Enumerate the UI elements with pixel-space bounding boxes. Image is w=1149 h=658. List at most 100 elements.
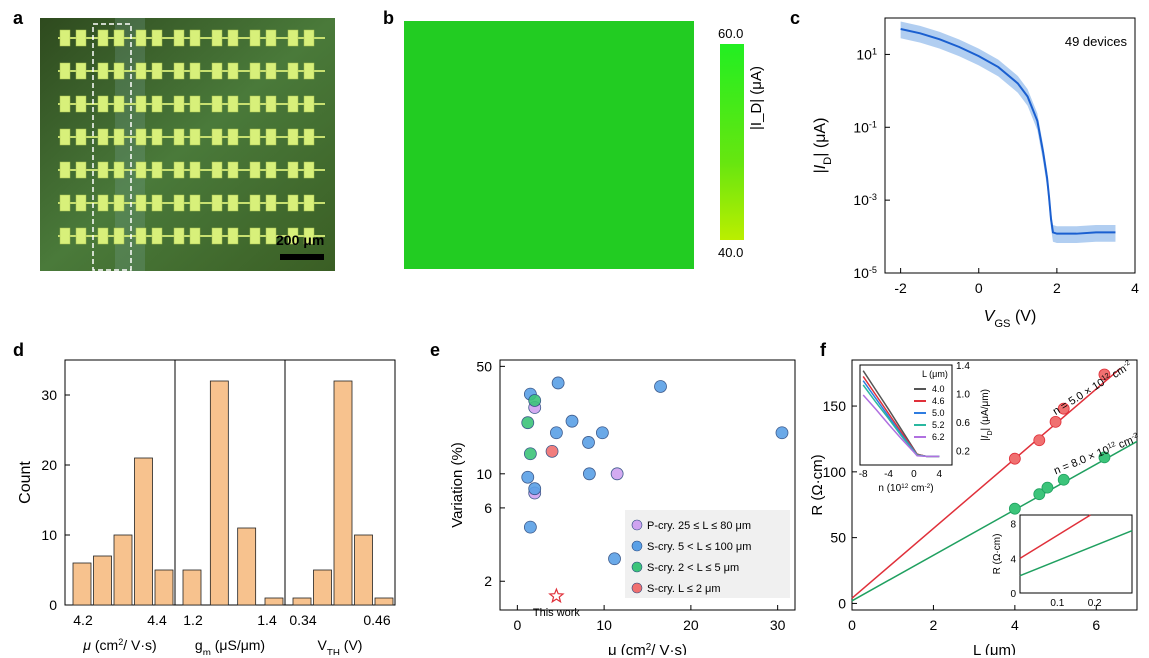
inset-zoom-y-label: R (Ω·cm) [992, 534, 1003, 575]
mean-transfer-line [900, 27, 1116, 235]
legend-marker [631, 540, 643, 552]
contact-pad [303, 62, 315, 80]
x-axis-label-vth: VTH (V) [318, 637, 363, 655]
data-point [595, 426, 609, 440]
data-point [1008, 502, 1021, 515]
inset-iv-x-label: n (1012 cm-2) [878, 483, 933, 495]
inset-legend-label: 4.0 [932, 384, 945, 394]
y-axis-label: R (Ω·cm) [810, 454, 826, 515]
chart-d-histograms: 4.2 4.4 1.2 1.4 0.34 0.46 0 10 20 30 μ (cm2/ V·s) g… [17, 359, 396, 655]
contact-pad [173, 95, 185, 113]
y-axis-label: Variation (%) [449, 442, 466, 528]
data-point [1057, 402, 1070, 415]
y-tick-label: 100 [823, 464, 847, 480]
data-point [582, 467, 596, 481]
contact-pad [265, 128, 277, 146]
contact-pad [113, 194, 125, 212]
contact-pad [189, 161, 201, 179]
x-tick-label: 0.34 [289, 612, 316, 628]
contact-pad [75, 62, 87, 80]
contact-pad [173, 227, 185, 245]
contact-pad [227, 29, 239, 47]
data-point [1049, 415, 1062, 428]
contact-pad [97, 29, 109, 47]
colorbar-label: |I_D| (μA) [748, 66, 765, 130]
contact-pad [189, 29, 201, 47]
data-point [523, 447, 537, 461]
y-tick-label: 10 [476, 466, 492, 482]
data-point [565, 414, 579, 428]
histogram-bar [154, 569, 174, 606]
x-tick-label: 0 [848, 617, 856, 633]
x-axis-label-mu: μ (cm2/ V·s) [82, 637, 156, 653]
contact-pad [287, 29, 299, 47]
contact-pad [113, 62, 125, 80]
contact-pad [265, 95, 277, 113]
histogram-frame [174, 359, 286, 606]
contact-pad [75, 194, 87, 212]
contact-pad [75, 95, 87, 113]
histogram-bar [292, 597, 312, 606]
histogram-bar [374, 597, 394, 606]
contact-pad [59, 128, 71, 146]
selection-box [92, 23, 132, 271]
x-tick-label: -2 [894, 280, 907, 296]
panel-label-e: e [430, 340, 441, 360]
legend-box [625, 510, 790, 598]
contact-pad [113, 95, 125, 113]
x-tick-label: 0.46 [363, 612, 390, 628]
histogram-bar [237, 527, 257, 606]
contact-pad [59, 29, 71, 47]
contact-pad [249, 128, 261, 146]
series-label-red: n = 5.0 × 1012 cm-2 [1050, 359, 1134, 418]
x-tick-label: 10 [596, 617, 612, 633]
panel-label-c: c [790, 8, 801, 28]
contact-pad [227, 95, 239, 113]
contact-pad [227, 62, 239, 80]
y-tick-label: 0 [838, 595, 846, 611]
contact-pad [75, 161, 87, 179]
inset-x-tick-label: -8 [859, 469, 868, 480]
contact-pad [135, 227, 147, 245]
contact-pad [303, 128, 315, 146]
y-tick-label: 50 [476, 358, 492, 374]
data-point [1098, 368, 1111, 381]
inset-iv-frame [859, 364, 953, 466]
inset-y-tick-label: 0.2 [956, 447, 970, 458]
contact-pad [135, 194, 147, 212]
inset-zoom-y-tick-label: 4 [1010, 554, 1016, 565]
x-tick-label: 4 [1011, 617, 1019, 633]
contact-pad [189, 227, 201, 245]
contact-pad [227, 194, 239, 212]
contact-pad [151, 29, 163, 47]
inset-legend-label: 5.0 [932, 408, 945, 418]
colorbar-min-label: 40.0 [718, 245, 744, 260]
x-tick-label: 1.4 [257, 612, 277, 628]
x-axis-label: μ (cm2/ V·s) [608, 642, 687, 656]
contact-pad [249, 194, 261, 212]
inset-iv-y-label: |ID| (μA/μm) [980, 389, 994, 441]
contact-pad [173, 29, 185, 47]
contact-pad [249, 161, 261, 179]
data-point [523, 520, 537, 534]
this-work-star [548, 587, 565, 604]
data-point [608, 552, 621, 566]
contact-pad [75, 29, 87, 47]
contact-pad [265, 161, 277, 179]
data-point [1041, 481, 1054, 494]
y-tick-label: 10 [41, 527, 57, 543]
contact-pad [227, 227, 239, 245]
contact-pad [303, 194, 315, 212]
legend-marker [631, 519, 643, 531]
inset-zoom-y-tick-label: 8 [1010, 520, 1016, 531]
contact-pad [211, 128, 223, 146]
contact-pad [97, 194, 109, 212]
inset-zoom-x-tick-label: 0.1 [1050, 598, 1064, 609]
contact-pad [151, 62, 163, 80]
legend-label: S-cry. 2 < L ≤ 5 μm [647, 562, 739, 574]
inset-x-tick-label: 4 [937, 469, 943, 480]
plot-frame [851, 359, 1138, 611]
x-axis-label-gm: gm (μS/μm) [195, 637, 265, 655]
chart-c-transfer: -2 0 2 4 101 10-1 10-3 10-5 49 devices VGS (V) |ID… [812, 17, 1139, 330]
histogram-bar [72, 562, 92, 606]
